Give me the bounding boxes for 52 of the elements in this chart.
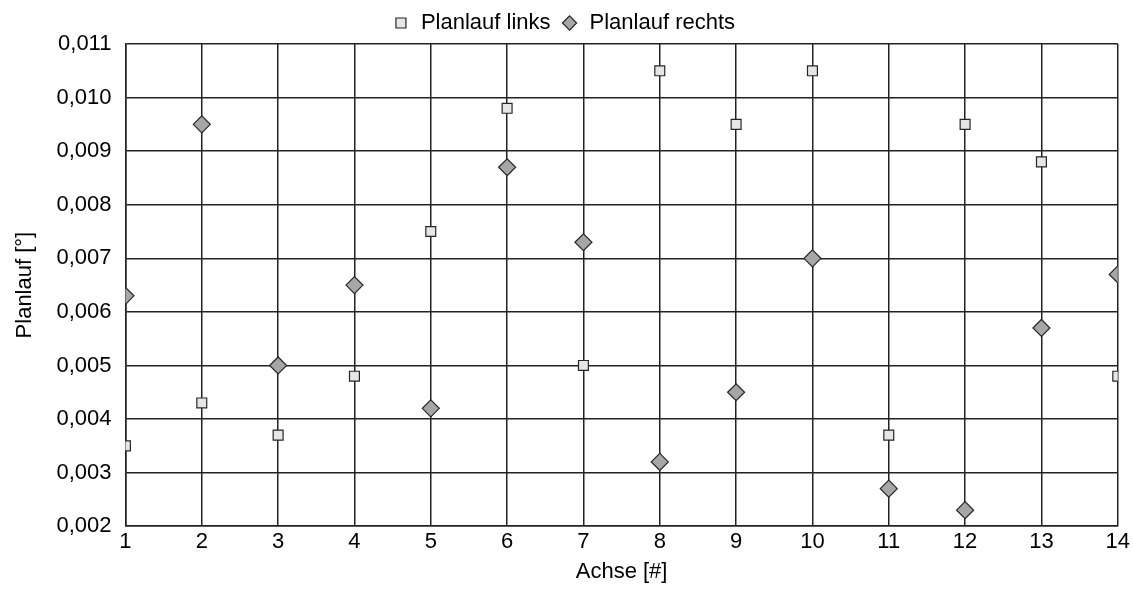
point [574,233,593,252]
point [803,249,822,268]
y-tick-label: 0,003 [56,458,112,484]
x-tick-label: 11 [877,528,901,554]
y-tick-label: 0,007 [56,244,112,270]
x-tick-label: 3 [271,528,285,554]
y-tick-label: 0,008 [56,190,112,216]
x-tick-label: 9 [729,528,743,554]
x-tick-label: 7 [577,528,590,554]
y-tick-label: 0,006 [56,297,112,323]
x-tick-label: 8 [653,528,666,554]
x-tick-label: 5 [424,528,437,554]
point [577,359,589,372]
point [501,102,513,114]
x-tick-label: 1 [119,528,132,554]
point [196,397,208,409]
point [192,115,211,134]
point [425,225,437,238]
point [348,370,360,382]
point [1032,318,1051,338]
y-tick-label: 0,005 [56,351,112,377]
x-tick-label: 4 [348,528,361,554]
x-tick-label: 2 [195,528,208,554]
point [806,65,818,77]
point [498,158,517,177]
point [654,65,666,77]
x-tick-label: 12 [952,528,978,554]
point [269,356,288,375]
legend-label: Planlauf links [420,9,551,35]
y-tick-label: 0,011 [58,30,112,56]
point [345,276,364,295]
y-tick-label: 0,010 [56,83,112,109]
point [1035,156,1047,168]
point [879,479,898,498]
point [272,429,284,441]
point [727,383,746,402]
x-axis-title: Achse [#] [575,557,668,583]
x-tick-label: 14 [1105,528,1131,554]
point [883,429,895,441]
point [650,452,669,472]
y-tick-label: 0,004 [56,405,112,431]
legend-label: Planlauf rechts [589,9,736,35]
point [959,118,971,130]
point [421,399,440,418]
y-axis-title: Planlauf [°] [11,231,37,339]
x-tick-label: 10 [800,528,825,554]
y-tick-label: 0,009 [56,137,112,163]
y-tick-label: 0,002 [56,512,112,538]
point [730,118,742,130]
x-tick-label: 13 [1029,528,1054,554]
point [956,501,975,520]
x-tick-label: 6 [500,528,514,554]
